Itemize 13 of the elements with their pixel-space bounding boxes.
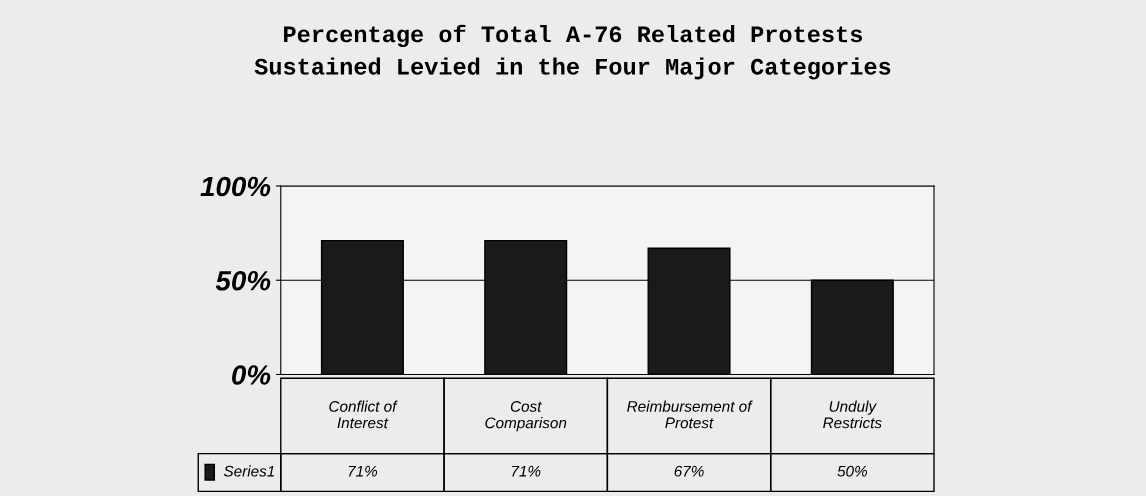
chart-title: Percentage of Total A-76 Related Protests Sustained Levied in the Four Major Categories (254, 24, 891, 80)
legend-label: Series1 (223, 465, 274, 477)
x-tick-label: Cost Comparison (485, 401, 567, 432)
y-tick-label: 50% (215, 270, 271, 291)
x-tick-label: Conflict of Interest (329, 400, 398, 429)
data-label: 67% (674, 465, 704, 477)
data-label: 71% (348, 465, 378, 477)
x-tick-label: Unduly Restricts (823, 400, 882, 429)
x-tick-label: Reimbursement of Protest (627, 400, 753, 429)
data-label: 71% (512, 465, 541, 477)
y-tick-label: 100% (200, 176, 271, 197)
y-tick-label: 0% (232, 365, 271, 385)
data-label: 50% (837, 465, 867, 477)
